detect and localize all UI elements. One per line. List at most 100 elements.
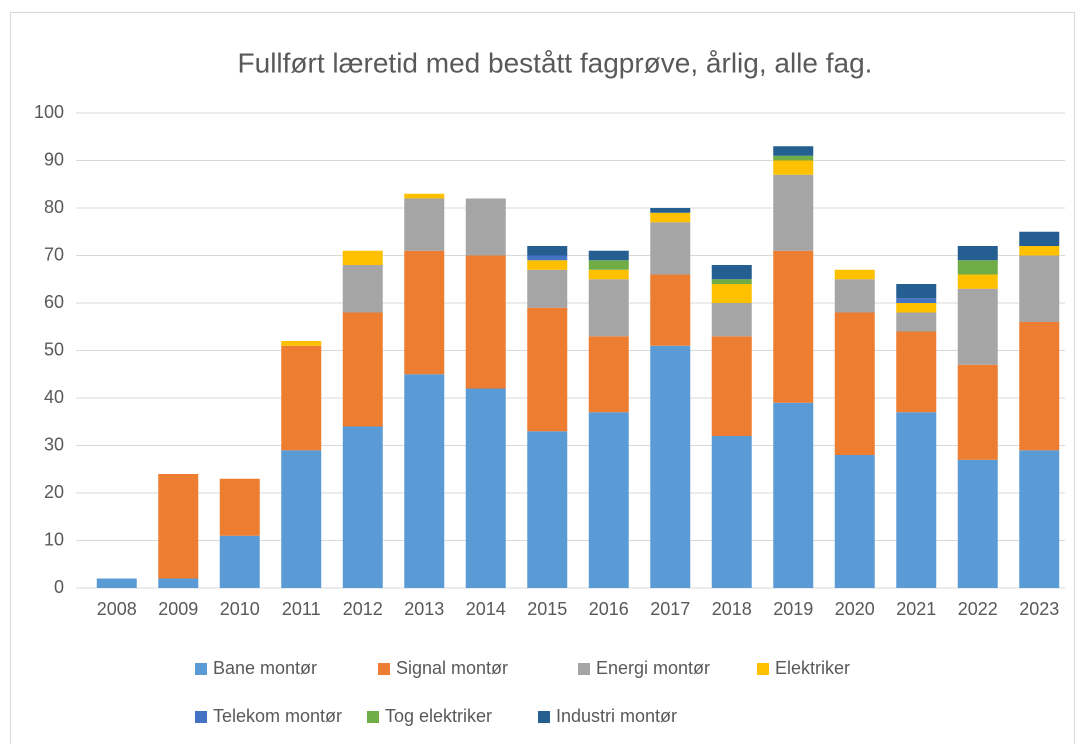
bar-segment [896, 331, 937, 413]
x-tick-label: 2015 [527, 599, 567, 619]
bar-segment [834, 455, 875, 588]
x-tick-label: 2013 [404, 599, 444, 619]
bar-segment [465, 388, 506, 588]
bar-segment [773, 155, 814, 161]
bar-segment [527, 269, 568, 308]
bar-segment [957, 274, 998, 289]
bar-segment [527, 260, 568, 270]
x-tick-label: 2022 [958, 599, 998, 619]
x-tick-label: 2017 [650, 599, 690, 619]
bar-segment [527, 431, 568, 588]
legend-swatch [378, 663, 390, 675]
legend-label: Tog elektriker [385, 706, 492, 726]
bar-segment [711, 303, 752, 337]
bar-segment [281, 450, 322, 588]
bar-segment [219, 535, 260, 588]
legend-swatch [195, 663, 207, 675]
bar-segment [834, 312, 875, 455]
legend-label: Energi montør [596, 658, 710, 678]
legend-label: Signal montør [396, 658, 508, 678]
bar-segment [957, 288, 998, 365]
legend-swatch [367, 711, 379, 723]
y-tick-label: 80 [44, 197, 64, 217]
bar-segment [281, 341, 322, 346]
bar-segment [957, 364, 998, 460]
bar-segment [342, 426, 383, 588]
y-tick-label: 10 [44, 529, 64, 549]
y-tick-label: 90 [44, 149, 64, 169]
bar-segment [773, 402, 814, 588]
bar-segment [527, 255, 568, 261]
bar-segment [711, 336, 752, 436]
bar-segment [650, 208, 691, 213]
bar-segment [896, 284, 937, 299]
bar-segment [650, 212, 691, 223]
x-tick-label: 2016 [589, 599, 629, 619]
bar-segment [773, 160, 814, 175]
x-tick-label: 2023 [1019, 599, 1059, 619]
bar-segment [588, 279, 629, 337]
y-tick-label: 50 [44, 339, 64, 359]
bar-segment [896, 298, 937, 303]
legend-swatch [195, 711, 207, 723]
y-tick-label: 0 [54, 577, 64, 597]
bar-segment [465, 255, 506, 389]
bar-segment [96, 578, 137, 588]
bar-segment [588, 250, 629, 261]
x-tick-label: 2021 [896, 599, 936, 619]
bar-segment [281, 345, 322, 451]
bar-segment [342, 250, 383, 265]
bar-segment [650, 222, 691, 275]
bar-segment [527, 307, 568, 432]
x-tick-label: 2018 [712, 599, 752, 619]
bar-segment [342, 312, 383, 427]
bar-segment [957, 260, 998, 275]
bar-segment [773, 250, 814, 403]
bar-segment [588, 336, 629, 413]
legend-label: Telekom montør [213, 706, 342, 726]
x-tick-label: 2014 [466, 599, 506, 619]
bar-segment [1019, 246, 1060, 256]
chart-title: Fullført læretid med bestått fagprøve, å… [238, 47, 873, 78]
bar-segment [711, 265, 752, 280]
legend-swatch [757, 663, 769, 675]
bar-segment [711, 284, 752, 303]
legend-label: Elektriker [775, 658, 850, 678]
bar-segment [404, 374, 445, 588]
bar-segment [404, 250, 445, 375]
bar-segment [158, 578, 199, 588]
bar-segment [957, 459, 998, 588]
bar-segment [896, 303, 937, 313]
x-tick-label: 2012 [343, 599, 383, 619]
x-tick-label: 2010 [220, 599, 260, 619]
bar-segment [1019, 322, 1060, 451]
x-tick-label: 2011 [282, 599, 321, 619]
bar-segment [834, 269, 875, 280]
y-tick-label: 60 [44, 292, 64, 312]
bar-segment [219, 478, 260, 536]
bar-segment [957, 246, 998, 261]
x-tick-label: 2020 [835, 599, 875, 619]
x-tick-label: 2009 [158, 599, 198, 619]
x-tick-label: 2008 [97, 599, 137, 619]
y-tick-label: 70 [44, 244, 64, 264]
bar-segment [588, 269, 629, 280]
bar-segment [711, 436, 752, 588]
bar-segment [773, 146, 814, 156]
bar-segment [527, 246, 568, 256]
legend-swatch [578, 663, 590, 675]
bar-segment [650, 274, 691, 346]
bar-segment [588, 412, 629, 588]
bar-segment [342, 265, 383, 313]
bar-segment [404, 193, 445, 199]
bar-segment [1019, 255, 1060, 322]
y-tick-label: 20 [44, 482, 64, 502]
legend-label: Industri montør [556, 706, 677, 726]
bar-segment [896, 312, 937, 332]
y-tick-label: 100 [34, 102, 64, 122]
x-tick-label: 2019 [773, 599, 813, 619]
bar-segment [1019, 450, 1060, 588]
bar-segment [404, 198, 445, 251]
bar-segment [465, 198, 506, 256]
